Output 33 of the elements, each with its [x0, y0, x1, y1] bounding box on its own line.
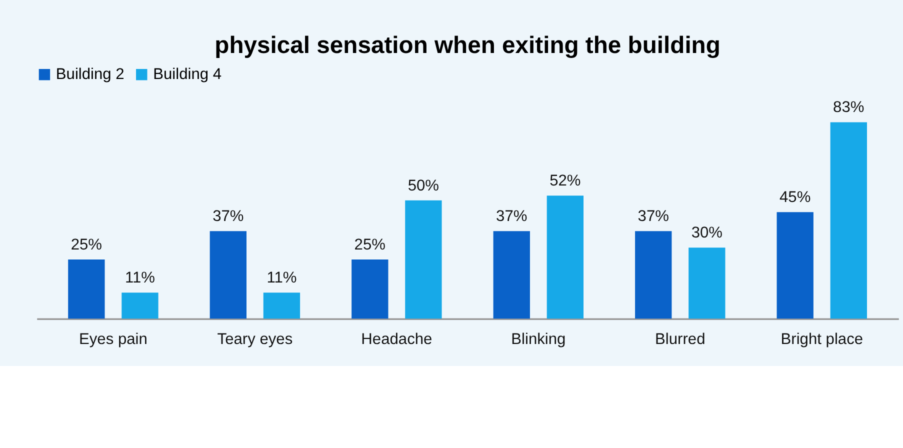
data-label: 37% [496, 208, 528, 226]
bar [263, 292, 300, 319]
bar [776, 212, 814, 319]
data-label: 25% [70, 236, 102, 254]
data-label: 30% [691, 224, 723, 242]
x-tick-label: Headache [361, 330, 432, 348]
legend-label: Building 2 [56, 66, 124, 84]
bar [546, 196, 584, 319]
data-label: 11% [124, 270, 156, 287]
x-tick-label: Bright place [780, 330, 864, 348]
bar [405, 200, 442, 319]
bar [493, 231, 530, 319]
chart-title: physical sensation when exiting the building [214, 32, 720, 59]
legend-label: Building 4 [153, 66, 222, 84]
data-label: 83% [833, 99, 864, 116]
bar [122, 292, 158, 319]
bar [830, 122, 867, 319]
data-label: 45% [780, 189, 811, 206]
data-label: 37% [212, 208, 244, 226]
x-tick-label: Eyes pain [78, 330, 148, 348]
data-label: 50% [408, 177, 440, 194]
data-label: 37% [638, 208, 670, 226]
bar [68, 260, 105, 319]
data-label: 52% [550, 172, 581, 190]
data-label: 11% [266, 270, 297, 287]
bar [352, 260, 388, 319]
bar [210, 231, 247, 319]
bar [688, 248, 726, 319]
x-tick-label: Blinking [511, 330, 566, 348]
data-label: 25% [354, 236, 386, 254]
x-tick-label: Blurred [655, 330, 706, 348]
bar [635, 231, 672, 319]
x-tick-label: Teary eyes [217, 330, 293, 348]
